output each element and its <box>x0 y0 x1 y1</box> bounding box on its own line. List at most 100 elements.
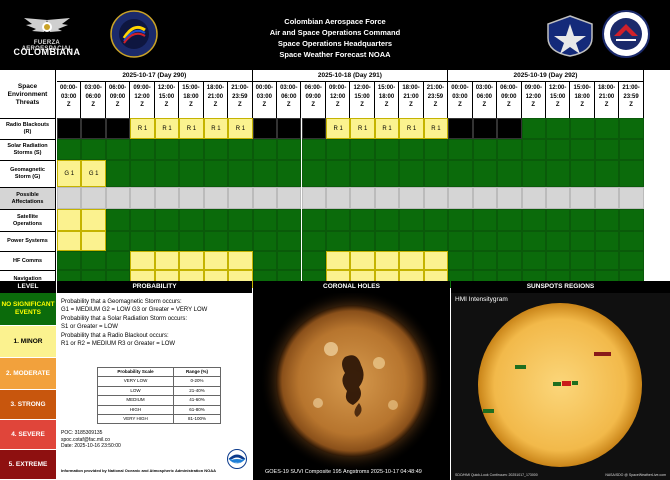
forecast-cell <box>57 187 82 209</box>
forecast-cell <box>619 187 644 209</box>
forecast-cell <box>325 251 351 270</box>
forecast-cell <box>277 187 302 209</box>
forecast-cell: G 1 <box>57 160 82 187</box>
time-slot-header: 12:00- 15:00 Z <box>546 82 571 118</box>
time-slot-header: 06:00- 09:00 Z <box>302 82 326 118</box>
table-cell: MEDIUM <box>96 395 175 406</box>
forecast-cell <box>81 251 106 270</box>
forecast-cell <box>105 118 131 139</box>
time-slot-header: 09:00- 12:00 Z <box>522 82 546 118</box>
forecast-cell <box>252 231 278 251</box>
forecast-cell <box>546 209 571 231</box>
forecast-cell <box>252 251 278 270</box>
noaa-logo-text: NOAA <box>233 462 241 466</box>
sunspots-image: HMI Intensitygram SDO/HMI Quick-Look Con… <box>451 293 670 480</box>
threat-row-label: Solar Radiation Storms (S) <box>0 139 56 160</box>
forecast-cell <box>374 187 400 209</box>
time-slot-from: 00:00- <box>60 85 78 91</box>
day-header: 2025-10-19 (Day 292) <box>448 70 644 82</box>
forecast-cell <box>448 187 473 209</box>
forecast-cell <box>203 209 229 231</box>
time-slot-to: 15:00 <box>158 93 175 100</box>
time-slot-from: 21:00- <box>622 85 640 91</box>
time-slot-from: 06:00- <box>304 85 322 91</box>
forecast-cell <box>203 187 229 209</box>
sun-hmi-image <box>478 303 642 467</box>
forecast-cell <box>570 209 595 231</box>
time-slot-z: Z <box>580 102 584 108</box>
forecast-cell: R 1 <box>228 118 253 139</box>
forecast-cell <box>472 187 498 209</box>
forecast-cell <box>203 139 229 160</box>
poc-date: Date: 2025-10-16 23:50:00 <box>61 443 121 449</box>
forecast-cell <box>546 139 571 160</box>
forecast-cell <box>448 231 473 251</box>
time-slot-z: Z <box>629 102 633 108</box>
forecast-cell <box>130 231 155 251</box>
forecast-cell <box>277 209 302 231</box>
forecast-cell <box>179 251 204 270</box>
forecast-cell <box>497 160 522 187</box>
forecast-cell <box>350 187 375 209</box>
forecast-cell <box>277 139 302 160</box>
forecast-cell <box>252 187 278 209</box>
forecast-cell: R 1 <box>350 118 375 139</box>
forecast-cell <box>546 118 571 139</box>
sunspot-region <box>515 365 526 369</box>
probability-text: S1 or Greater = LOW <box>61 324 118 331</box>
forecast-cell <box>423 187 449 209</box>
level-item: 5. EXTREME <box>0 450 56 480</box>
forecast-cell <box>350 139 375 160</box>
forecast-cell <box>448 160 473 187</box>
forecast-cell <box>570 139 595 160</box>
time-slot-header: 18:00- 21:00 Z <box>204 82 229 118</box>
forecast-cell <box>497 231 522 251</box>
coronal-holes-image: GOES-19 SUVI Composite 195 Angstroms 202… <box>253 293 450 480</box>
forecast-cell <box>301 187 326 209</box>
time-slot-to: 03:00 <box>61 93 77 100</box>
forecast-cell <box>154 139 180 160</box>
forecast-cell <box>130 187 155 209</box>
forecast-cell <box>594 160 620 187</box>
table-row: LOW 21-40% <box>96 385 221 397</box>
forecast-cell <box>130 209 155 231</box>
forecast-cell <box>277 160 302 187</box>
time-slot-from: 03:00- <box>475 85 494 91</box>
forecast-cell <box>448 251 473 270</box>
forecast-cell <box>350 231 375 251</box>
table-cell: 61-80% <box>173 404 221 416</box>
time-slot-z: Z <box>262 102 267 108</box>
forecast-cell: R 1 <box>130 118 155 139</box>
forecast-cell <box>203 231 229 251</box>
day-header: 2025-10-17 (Day 290) <box>57 70 253 82</box>
forecast-cell <box>57 251 82 270</box>
forecast-cell <box>546 160 571 187</box>
table-cell: 41-60% <box>173 395 221 406</box>
time-slot-from: 21:00- <box>231 85 249 91</box>
headquarters-seal-icon <box>602 10 650 58</box>
time-slot-z: Z <box>384 102 389 108</box>
threat-row-label: Satellite Operations <box>0 209 56 231</box>
forecast-cell <box>521 251 546 270</box>
forecast-cell <box>179 209 204 231</box>
forecast-cell <box>423 139 449 160</box>
header-title: Colombian Aerospace Force Air and Space … <box>200 16 470 60</box>
forecast-cell <box>594 187 620 209</box>
forecast-cell <box>619 160 644 187</box>
header-title-line: Space Operations Headquarters <box>277 39 393 48</box>
forecast-cell <box>423 251 449 270</box>
poc-info: POC: 3185309135 spoc.cotaf@fac.mil.co Da… <box>61 430 121 450</box>
probability-text: G1 = MEDIUM G2 = LOW G3 or Greater = VER… <box>61 307 208 314</box>
time-slot-z: Z <box>335 102 340 108</box>
forecast-cell <box>105 139 131 160</box>
time-slot-from: 18:00- <box>402 85 420 91</box>
level-item: 2. MODERATE <box>0 358 56 390</box>
fac-logo-bottom: COLOMBIANA <box>13 47 81 57</box>
level-item: NO SIGNIFICANT EVENTS <box>0 293 56 326</box>
forecast-cell <box>546 231 571 251</box>
forecast-cell <box>399 187 424 209</box>
time-slot-z: Z <box>238 102 242 108</box>
forecast-cell <box>399 209 424 231</box>
time-slot-to: 21:00 <box>598 93 615 100</box>
time-slot-z: Z <box>482 102 487 108</box>
